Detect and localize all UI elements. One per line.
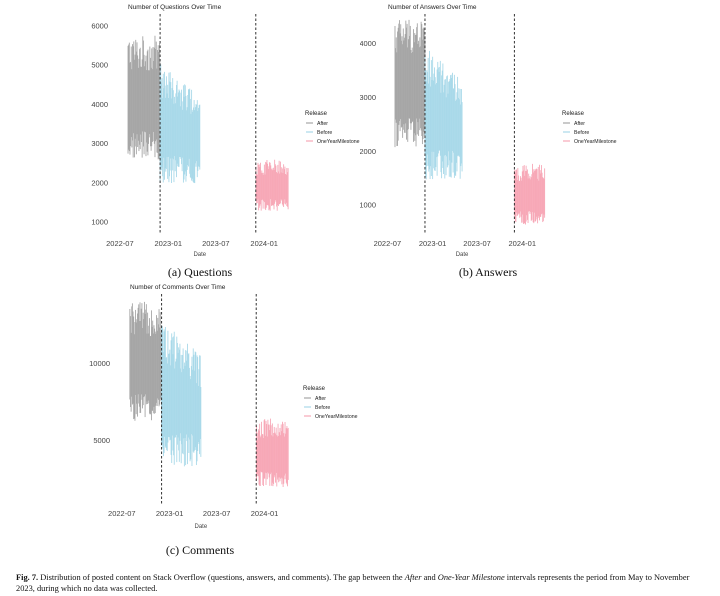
legend-title: Release — [305, 111, 328, 117]
legend-item-after: After — [574, 121, 585, 127]
y-tick-label: 4000 — [360, 39, 376, 48]
x-tick-label: 2023-01 — [154, 239, 182, 248]
x-tick-label: 2023-07 — [463, 239, 491, 248]
x-tick-label: 2024-01 — [509, 239, 537, 248]
legend-title: Release — [303, 386, 326, 392]
caption-text-2: and — [421, 573, 438, 582]
y-tick-label: 1000 — [360, 201, 376, 210]
chart-comments-svg: Number of Comments Over Time 5000 10000 202… — [89, 284, 358, 530]
caption-text-3: intervals represents the period from May… — [16, 573, 690, 593]
x-tick-label: 2023-07 — [202, 239, 230, 248]
x-axis-label: Date — [456, 252, 469, 258]
series-oneyearmilestone — [255, 159, 289, 211]
chart-questions: Number of Questions Over Time 1000 2000 300… — [0, 0, 360, 262]
x-tick-label: 2023-01 — [419, 239, 447, 248]
series-before — [424, 50, 463, 180]
x-tick-label: 2023-01 — [156, 509, 184, 518]
legend-item-before: Before — [315, 405, 330, 411]
y-tick-label: 2000 — [91, 178, 108, 187]
x-tick-label: 2023-07 — [203, 509, 231, 518]
series-after — [394, 19, 426, 148]
y-tick-label: 2000 — [360, 147, 376, 156]
subcaption-questions: (a) Questions — [167, 265, 233, 279]
chart-title: Number of Comments Over Time — [130, 284, 226, 291]
y-tick-label: 3000 — [360, 93, 376, 102]
figure-caption: Fig. 7. Distribution of posted content o… — [16, 572, 706, 594]
legend-item-before: Before — [574, 130, 589, 136]
series-after — [129, 301, 163, 421]
legend: Release After Before OneYearMilestone — [562, 111, 617, 145]
legend-item-oneyearmilestone: OneYearMilestone — [317, 139, 360, 145]
series-after — [127, 35, 161, 160]
subcaption-comments: (c) Comments — [165, 543, 235, 557]
legend-title: Release — [562, 111, 585, 117]
caption-label: Fig. 7. — [16, 573, 39, 582]
x-tick-label: 2022-07 — [108, 509, 136, 518]
y-tick-label: 10000 — [89, 359, 110, 368]
x-axis-label: Date — [193, 252, 206, 258]
y-tick-label: 5000 — [91, 61, 108, 70]
chart-title: Number of Questions Over Time — [128, 4, 222, 11]
x-tick-label: 2022-07 — [374, 239, 402, 248]
legend-item-after: After — [317, 121, 328, 127]
y-tick-label: 5000 — [93, 436, 110, 445]
x-axis-label: Date — [194, 524, 207, 530]
series-oneyearmilestone — [256, 418, 289, 487]
y-tick-label: 3000 — [91, 139, 108, 148]
subcaption-answers: (b) Answers — [458, 265, 518, 279]
y-tick-label: 6000 — [91, 21, 108, 30]
legend-item-after: After — [315, 396, 326, 402]
series-before — [159, 64, 201, 184]
legend: Release After Before OneYearMilestone — [303, 386, 358, 420]
chart-questions-svg: Number of Questions Over Time 1000 2000 300… — [91, 4, 360, 258]
caption-text-1: Distribution of posted content on Stack … — [38, 573, 405, 582]
legend-item-before: Before — [317, 130, 332, 136]
chart-answers: Number of Answers Over Time 1000 2000 3000 4… — [359, 0, 720, 262]
series-oneyearmilestone — [514, 163, 546, 225]
caption-italic-1: After — [404, 573, 422, 582]
legend-item-oneyearmilestone: OneYearMilestone — [574, 139, 617, 145]
series-before — [161, 325, 202, 467]
chart-title: Number of Answers Over Time — [388, 4, 477, 11]
chart-answers-svg: Number of Answers Over Time 1000 2000 3000 4… — [359, 4, 617, 258]
x-tick-label: 2024-01 — [251, 509, 279, 518]
chart-comments: Number of Comments Over Time 5000 10000 202… — [0, 280, 360, 540]
legend-item-oneyearmilestone: OneYearMilestone — [315, 414, 358, 420]
legend: Release After Before OneYearMilestone — [305, 111, 360, 145]
x-tick-label: 2022-07 — [106, 239, 134, 248]
y-tick-label: 1000 — [91, 218, 108, 227]
x-tick-label: 2024-01 — [250, 239, 278, 248]
y-tick-label: 4000 — [91, 100, 108, 109]
caption-italic-2: One-Year Milestone — [437, 573, 505, 582]
